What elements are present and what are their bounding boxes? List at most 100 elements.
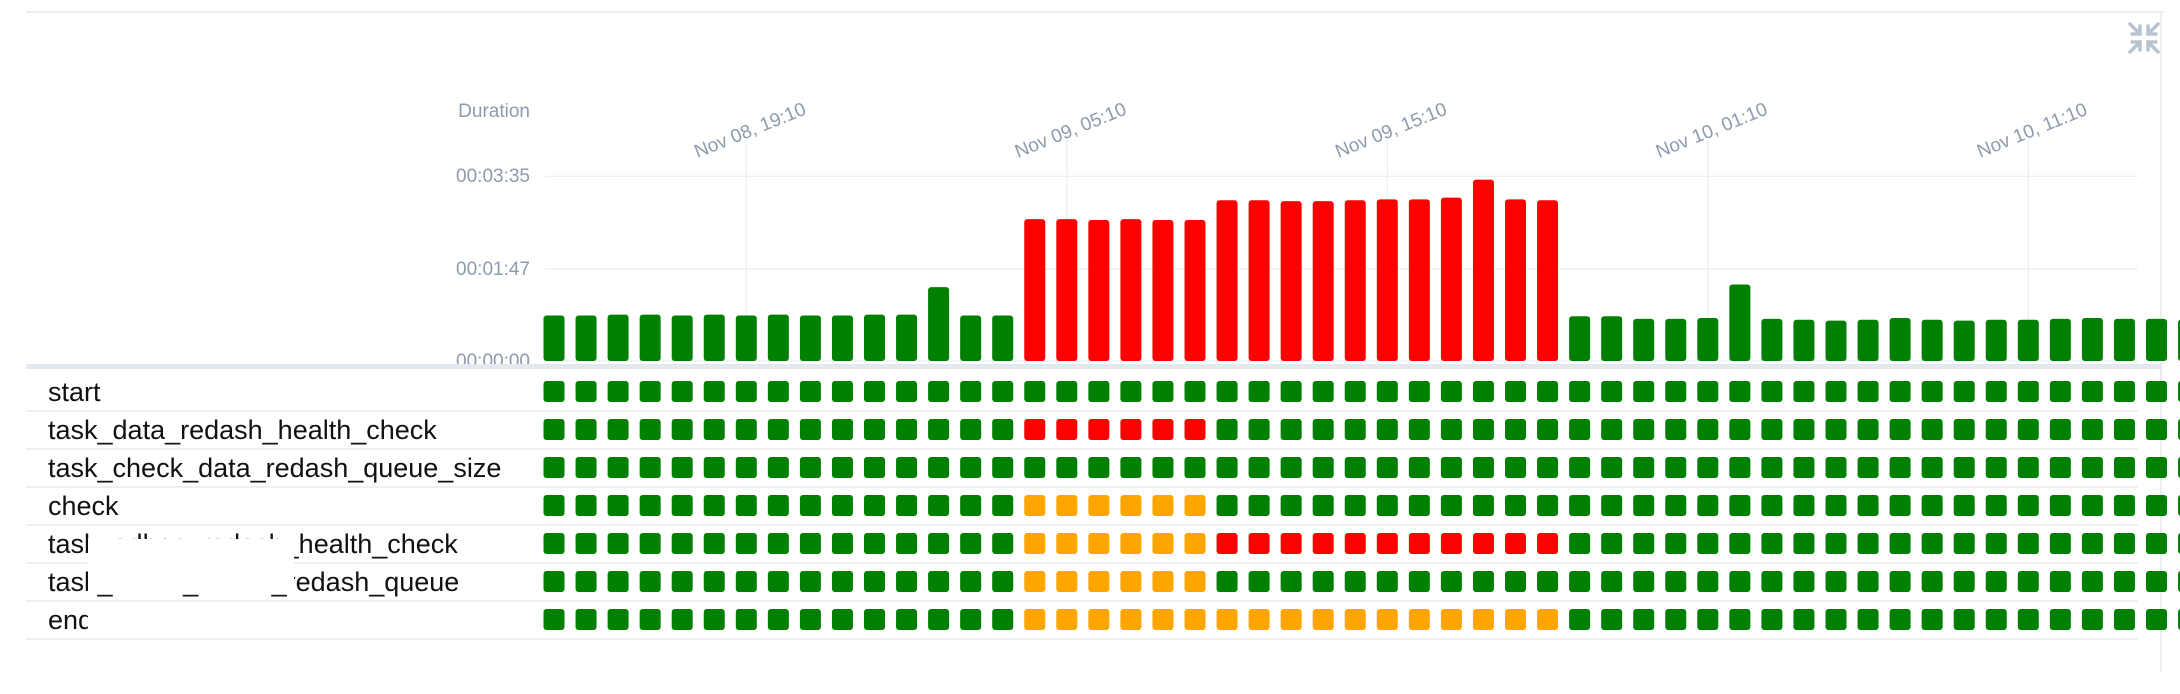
task-instance-success [960, 419, 982, 440]
task-instance-success [1729, 419, 1751, 440]
task-instance-success [1216, 457, 1238, 478]
task-instance-success [1248, 419, 1270, 440]
task-instance-success [735, 419, 757, 440]
task-instance-success [1537, 457, 1559, 478]
task-instance-success [1697, 571, 1719, 592]
task-instance-upstream-failed [1056, 609, 1078, 630]
task-instance-success [1729, 609, 1751, 630]
task-instance-success [735, 571, 757, 592]
duration-bar [767, 314, 789, 361]
task-instance-success [1601, 609, 1623, 630]
x-tick-label: Nov 10, 01:10 [1653, 99, 1771, 163]
task-instance-success [992, 495, 1014, 516]
task-instance-success [799, 495, 821, 516]
duration-bar [2017, 319, 2039, 361]
task-instance-upstream-failed [1472, 609, 1494, 630]
task-instance-upstream-failed [1152, 533, 1174, 554]
task-instance-success [639, 571, 661, 592]
task-instance-success [992, 533, 1014, 554]
duration-bar [1729, 284, 1751, 361]
task-instance-success [1184, 457, 1206, 478]
task-instance-success [1601, 457, 1623, 478]
task-instance-success [1889, 495, 1911, 516]
task-instance-success [831, 457, 853, 478]
task-instance-failed [1024, 419, 1046, 440]
task-instance-success [575, 495, 597, 516]
duration-bar [2146, 318, 2167, 361]
task-instance-upstream-failed [1376, 609, 1398, 630]
task-instance-success [1825, 419, 1847, 440]
minimize-icon[interactable] [2126, 20, 2162, 56]
task-instance-success [575, 381, 597, 402]
task-instance-success [1665, 381, 1687, 402]
task-instance-success [1633, 381, 1655, 402]
task-instance-upstream-failed [1056, 533, 1078, 554]
task-instance-success [799, 381, 821, 402]
task-instance-success [1601, 381, 1623, 402]
task-instance-success [1857, 533, 1879, 554]
x-tick-label: Nov 08, 19:10 [691, 99, 809, 163]
duration-bar [799, 315, 821, 361]
task-instance-success [639, 533, 661, 554]
task-instance-success [1537, 571, 1559, 592]
task-instance-success [1793, 571, 1815, 592]
task-instance-failed [1472, 533, 1494, 554]
task-instance-success [1729, 571, 1751, 592]
task-instance-success [575, 419, 597, 440]
task-instance-success [1825, 609, 1847, 630]
duration-bar [992, 315, 1014, 361]
task-instance-failed [1248, 533, 1270, 554]
task-instance-upstream-failed [1024, 495, 1046, 516]
task-instance-success [2049, 571, 2071, 592]
task-instance-upstream-failed [1120, 609, 1142, 630]
chart-separator [26, 364, 2162, 369]
task-instance-success [2081, 457, 2103, 478]
task-instance-success [1825, 571, 1847, 592]
task-instance-success [1633, 609, 1655, 630]
duration-bar [2049, 318, 2071, 361]
task-instance-success [671, 457, 693, 478]
task-instance-success [2113, 533, 2135, 554]
task-instance-success [992, 457, 1014, 478]
task-instance-success [1953, 381, 1975, 402]
duration-bar [575, 315, 597, 361]
task-instance-success [831, 495, 853, 516]
task-instance-success [1633, 495, 1655, 516]
task-instance-success [864, 381, 885, 402]
task-instance-success [1793, 457, 1815, 478]
task-instance-success [703, 571, 725, 592]
task-instance-success [864, 457, 885, 478]
task-instance-success [1216, 419, 1238, 440]
task-instance-upstream-failed [1120, 571, 1142, 592]
task-instance-success [1376, 419, 1398, 440]
task-instance-success [1152, 381, 1174, 402]
task-instance-success [992, 381, 1014, 402]
task-instance-success [1921, 495, 1943, 516]
task-instance-success [1440, 381, 1462, 402]
task-instance-success [1633, 571, 1655, 592]
task-instance-success [1280, 571, 1302, 592]
task-instance-success [960, 533, 982, 554]
task-instance-success [831, 609, 853, 630]
task-instance-success [1312, 381, 1334, 402]
task-instance-upstream-failed [1184, 609, 1206, 630]
task-name: start [48, 377, 101, 407]
task-instance-upstream-failed [1088, 495, 1110, 516]
task-instance-success [543, 419, 565, 440]
task-instance-success [1633, 419, 1655, 440]
task-instance-success [928, 419, 950, 440]
task-instance-success [1889, 419, 1911, 440]
task-instance-failed [1312, 533, 1334, 554]
task-instance-success [1697, 419, 1719, 440]
task-instance-success [1889, 381, 1911, 402]
task-instance-success [2146, 533, 2167, 554]
task-instance-success [1921, 457, 1943, 478]
task-instance-success [2113, 457, 2135, 478]
task-instance-success [575, 533, 597, 554]
task-instance-success [1953, 457, 1975, 478]
task-instance-success [671, 571, 693, 592]
task-instance-failed [1280, 533, 1302, 554]
task-instance-success [1825, 533, 1847, 554]
task-instance-success [960, 381, 982, 402]
task-name: task_check_data_redash_queue_size [48, 453, 501, 483]
